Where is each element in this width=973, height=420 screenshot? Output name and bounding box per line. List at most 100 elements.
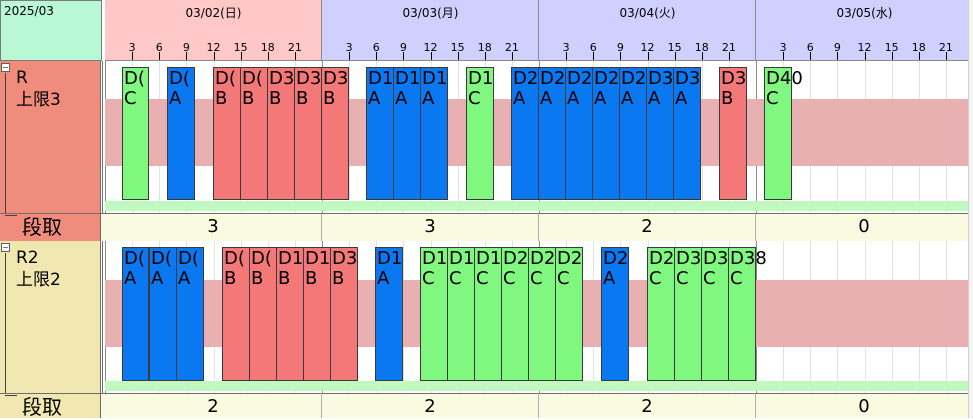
job-block[interactable]: D(A — [122, 247, 149, 381]
job-block[interactable]: D3 C — [701, 247, 729, 381]
job-block[interactable]: D2 A — [601, 247, 629, 381]
job-block[interactable]: D2 C — [647, 247, 675, 381]
job-block[interactable]: D(B — [240, 67, 268, 200]
job-block[interactable]: D(C — [122, 67, 149, 200]
job-id: D( — [151, 248, 172, 269]
job-id: D( — [178, 248, 199, 269]
tree-line — [5, 253, 6, 403]
job-block[interactable]: D(A — [149, 247, 177, 381]
job-id: D1 — [476, 248, 502, 269]
job-id: D( — [251, 248, 272, 269]
job-block[interactable]: D3 B — [330, 247, 358, 381]
job-block[interactable]: D38 C — [728, 247, 767, 381]
job-block[interactable]: D2 C — [555, 247, 583, 381]
job-block[interactable]: D2 C — [528, 247, 556, 381]
job-id: D3 — [269, 68, 295, 89]
collapse-toggle-icon[interactable]: − — [1, 243, 10, 252]
hour-tick-mark — [403, 52, 404, 60]
hour-tick-label: 18 — [260, 41, 275, 54]
setup-row-bg — [0, 213, 973, 241]
hour-tick-mark — [892, 52, 893, 60]
setup-count: 2 — [322, 393, 539, 418]
scroll-edge[interactable] — [968, 0, 973, 418]
hour-tick-label: 9 — [399, 41, 407, 54]
job-id: D( — [169, 68, 190, 89]
job-block[interactable]: D3 B — [321, 67, 349, 200]
hour-tick-label: 6 — [372, 41, 380, 54]
job-block[interactable]: D3 B — [719, 67, 747, 200]
hour-tick-mark — [214, 52, 215, 60]
job-block[interactable]: D1 C — [447, 247, 475, 381]
job-id: D3 — [296, 68, 322, 89]
resource-limit: 上限3 — [16, 90, 61, 110]
job-type: A — [124, 268, 137, 289]
job-id: D3 — [332, 248, 358, 269]
job-id: D1 — [422, 68, 448, 89]
job-block[interactable]: D40 C — [764, 67, 803, 200]
job-block[interactable]: D(B — [249, 247, 277, 381]
job-block[interactable]: D(A — [176, 247, 204, 381]
job-block[interactable]: D2 A — [565, 67, 593, 200]
hour-tick-mark — [946, 52, 947, 60]
job-block[interactable]: D(B — [213, 67, 241, 200]
setup-count: 2 — [105, 393, 322, 418]
resource-name: R — [16, 68, 28, 88]
job-block[interactable]: D2 C — [501, 247, 529, 381]
job-block[interactable]: D2 A — [619, 67, 647, 200]
job-block[interactable]: D1 A — [375, 247, 403, 381]
job-block[interactable]: D1 B — [303, 247, 331, 381]
hour-tick-mark — [675, 52, 676, 60]
hour-tick-mark — [241, 52, 242, 60]
resource-limit: 上限2 — [16, 270, 61, 290]
job-block[interactable]: D3 A — [646, 67, 674, 200]
hour-tick-mark — [376, 52, 377, 60]
hour-tick-label: 9 — [182, 41, 190, 54]
job-type: A — [422, 88, 435, 109]
hour-tick-label: 21 — [287, 41, 302, 54]
job-block[interactable]: D1 A — [420, 67, 448, 200]
job-type: B — [296, 88, 309, 109]
job-block[interactable]: D2 A — [538, 67, 566, 200]
job-id: D3 — [721, 68, 747, 89]
job-block[interactable]: D2 A — [511, 67, 539, 200]
hour-tick-label: 6 — [155, 41, 163, 54]
job-block[interactable]: D1 B — [276, 247, 304, 381]
availability-strip — [105, 381, 973, 391]
job-block[interactable]: D1 A — [393, 67, 421, 200]
job-type: C — [766, 88, 779, 109]
hour-tick-mark — [919, 52, 920, 60]
job-type: A — [368, 88, 381, 109]
hour-tick-label: 3 — [779, 41, 787, 54]
job-type: A — [395, 88, 408, 109]
hour-tick-mark — [566, 52, 567, 60]
job-type: C — [530, 268, 543, 289]
job-type: A — [151, 268, 164, 289]
job-block[interactable]: D3 B — [267, 67, 295, 200]
resource-label: R2 上限2 — [0, 241, 101, 393]
collapse-toggle-icon[interactable]: − — [1, 63, 10, 72]
job-block[interactable]: D(A — [167, 67, 195, 200]
job-block[interactable]: D1 C — [466, 67, 494, 200]
job-block[interactable]: D1 A — [366, 67, 394, 200]
job-block[interactable]: D2 A — [592, 67, 620, 200]
hour-tick-label: 6 — [589, 41, 597, 54]
hour-tick-label: 12 — [857, 41, 872, 54]
job-block[interactable]: D3 B — [294, 67, 322, 200]
job-type: B — [305, 268, 318, 289]
hour-tick-mark — [485, 52, 486, 60]
job-type: B — [332, 268, 345, 289]
day-header: 03/02(日) 3 6 9 12 15 18 21 — [105, 0, 322, 61]
hour-tick-mark — [186, 52, 187, 60]
job-id: D( — [215, 68, 236, 89]
job-block[interactable]: D(B — [222, 247, 250, 381]
job-block[interactable]: D3 A — [673, 67, 701, 200]
job-id: D( — [124, 68, 145, 89]
day-header: 03/05(水) 3 6 9 12 15 18 21 — [756, 0, 973, 61]
job-type: A — [648, 88, 661, 109]
hour-tick-label: 15 — [884, 41, 899, 54]
job-type: C — [676, 268, 689, 289]
hour-tick-mark — [837, 52, 838, 60]
job-block[interactable]: D1 C — [474, 247, 502, 381]
job-block[interactable]: D3 C — [674, 247, 702, 381]
job-block[interactable]: D1 C — [420, 247, 448, 381]
